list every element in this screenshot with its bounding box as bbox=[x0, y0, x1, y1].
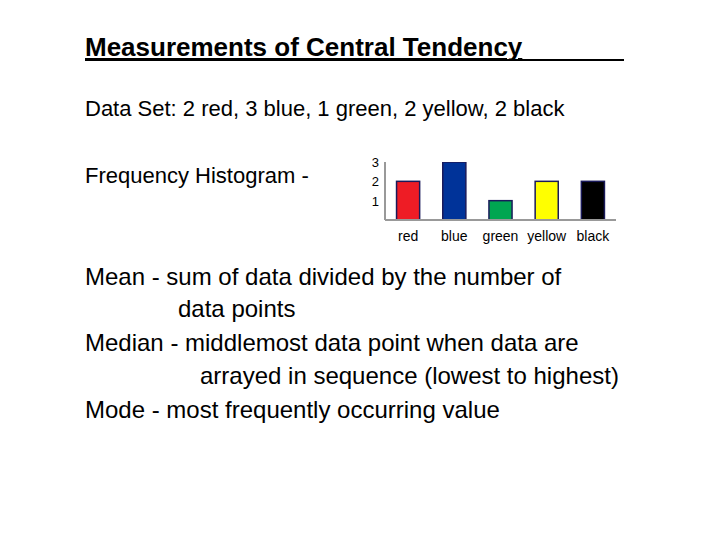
y-tick-label: 2 bbox=[372, 174, 379, 189]
bar bbox=[535, 181, 558, 220]
y-axis bbox=[384, 162, 386, 220]
bars bbox=[397, 162, 605, 220]
bar bbox=[443, 162, 466, 220]
bar bbox=[489, 201, 512, 220]
title-underline bbox=[85, 59, 624, 61]
data-set: Data Set: 2 red, 3 blue, 1 green, 2 yell… bbox=[85, 96, 565, 121]
bar bbox=[397, 181, 420, 220]
title: Measurements of Central Tendency bbox=[85, 32, 523, 62]
bar bbox=[581, 181, 604, 220]
y-tick-label: 3 bbox=[372, 155, 379, 170]
x-tick-label: green bbox=[483, 228, 519, 244]
definition-line: arrayed in sequence (lowest to highest) bbox=[200, 362, 619, 389]
definition-line: Mode - most frequently occurring value bbox=[85, 396, 500, 423]
x-tick-label: red bbox=[398, 228, 418, 244]
x-tick-label: blue bbox=[441, 228, 468, 244]
definition-line: Mean - sum of data divided by the number… bbox=[85, 263, 562, 290]
x-tick-label: black bbox=[577, 228, 611, 244]
histogram-label: Frequency Histogram - bbox=[85, 163, 309, 188]
x-axis bbox=[385, 219, 616, 221]
slide: Measurements of Central Tendency Data Set… bbox=[0, 0, 720, 540]
y-tick-label: 1 bbox=[372, 194, 379, 209]
definition-line: data points bbox=[178, 295, 295, 322]
x-tick-label: yellow bbox=[527, 228, 567, 244]
definition-line: Median - middlemost data point when data… bbox=[85, 329, 579, 356]
